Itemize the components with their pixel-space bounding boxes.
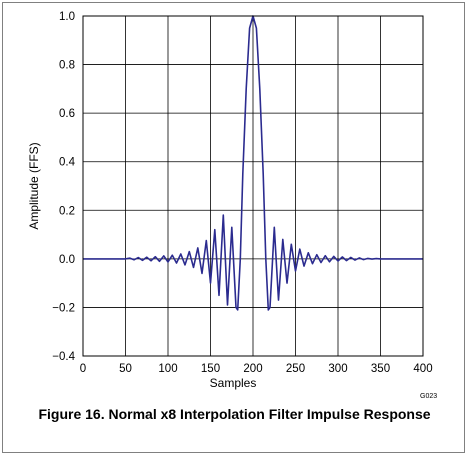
y-tick-label: 0.6 bbox=[59, 108, 75, 120]
y-tick-labels: −0.4 −0.2 0.0 0.2 0.4 0.6 0.8 1.0 bbox=[52, 11, 75, 363]
y-tick-label: 1.0 bbox=[59, 11, 75, 23]
x-tick-label: 400 bbox=[413, 363, 432, 375]
y-tick-label: 0.2 bbox=[59, 205, 75, 217]
x-tick-label: 100 bbox=[158, 363, 177, 375]
plot-border bbox=[82, 15, 424, 357]
x-tick-label: 250 bbox=[286, 363, 305, 375]
x-tick-label: 350 bbox=[371, 363, 390, 375]
x-tick-label: 300 bbox=[328, 363, 347, 375]
x-tick-label: 0 bbox=[80, 363, 86, 375]
figure-code: G023 bbox=[420, 393, 438, 400]
y-axis-label: Amplitude (FFS) bbox=[27, 142, 41, 229]
grid-lines bbox=[82, 15, 424, 357]
x-axis-label: Samples bbox=[210, 376, 257, 390]
figure-frame bbox=[2, 2, 465, 453]
x-tick-labels: 0 50 100 150 200 250 300 350 400 bbox=[80, 363, 433, 375]
y-tick-label: 0.4 bbox=[59, 157, 76, 169]
x-tick-label: 200 bbox=[243, 363, 262, 375]
y-tick-label: 0.0 bbox=[59, 254, 75, 266]
x-tick-label: 150 bbox=[201, 363, 220, 375]
figure-caption: Figure 16. Normal x8 Interpolation Filte… bbox=[38, 406, 431, 422]
x-tick-label: 50 bbox=[119, 363, 132, 375]
y-tick-label: −0.2 bbox=[52, 302, 75, 314]
y-tick-label: −0.4 bbox=[52, 351, 75, 363]
impulse-response-chart: −0.4 −0.2 0.0 0.2 0.4 0.6 0.8 1.0 0 50 100 150 200 2… bbox=[27, 11, 433, 390]
y-tick-label: 0.8 bbox=[59, 60, 75, 72]
